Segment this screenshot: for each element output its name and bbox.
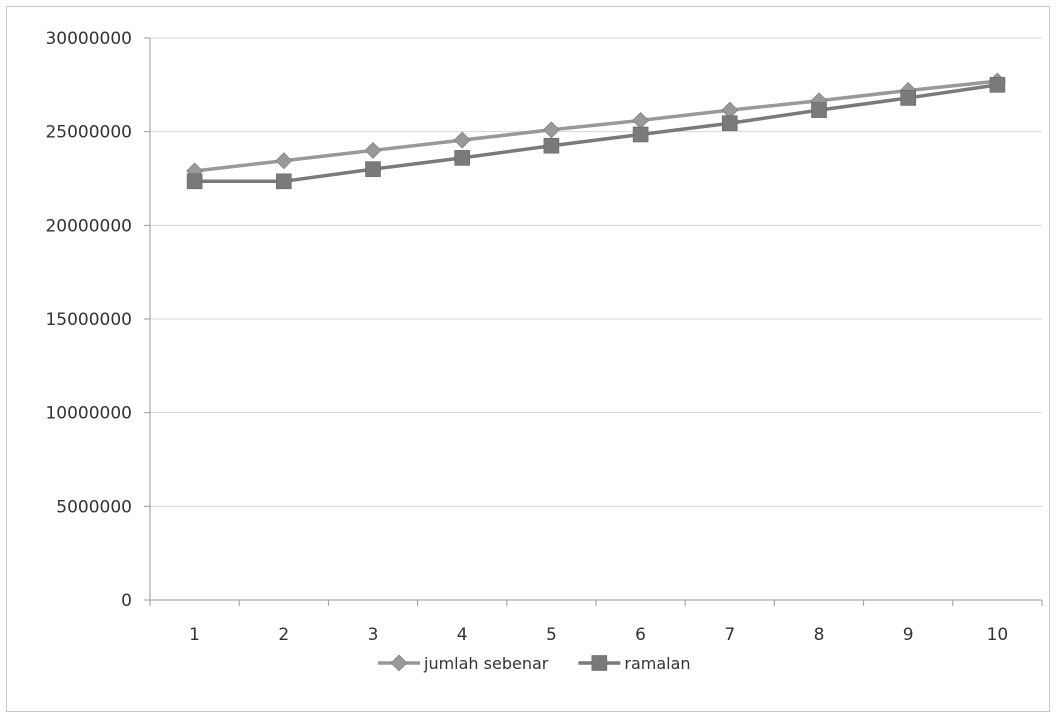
x-tick-label-6: 6 [635, 625, 646, 645]
y-tick-label-0: 0 [121, 591, 132, 611]
data-point-0-6 [632, 112, 650, 129]
legend-marker-1 [591, 655, 608, 671]
data-point-0-2 [275, 152, 293, 170]
y-tick-label-5000000: 5000000 [56, 497, 132, 517]
data-point-1-1 [186, 173, 203, 190]
y-tick-label-25000000: 25000000 [45, 123, 132, 143]
legend-label-0: jumlah sebenar [423, 654, 549, 673]
legend-item-0: jumlah sebenar [378, 654, 549, 673]
series-1 [186, 77, 1006, 190]
x-tick-label-8: 8 [814, 625, 825, 645]
data-point-1-5 [543, 137, 560, 154]
legend-item-1: ramalan [578, 654, 691, 673]
x-tick-label-2: 2 [278, 625, 289, 645]
y-tick-label-15000000: 15000000 [45, 310, 132, 330]
data-point-0-5 [542, 121, 560, 139]
x-tick-labels: 1 2 3 4 5 6 7 8 9 10 [189, 625, 1008, 645]
data-point-1-8 [811, 102, 827, 118]
x-tick-label-9: 9 [903, 625, 914, 645]
y-tick-labels: 0 5000000 10000000 15000000 20000000 25000000… [45, 29, 132, 611]
x-tick-label-3: 3 [368, 625, 379, 645]
x-tick-label-7: 7 [724, 625, 735, 645]
legend-label-1: ramalan [624, 654, 690, 673]
y-tick-label-10000000: 10000000 [45, 404, 132, 424]
x-tick-label-5: 5 [546, 625, 557, 645]
axes [144, 37, 1043, 606]
x-tick-label-10: 10 [987, 625, 1009, 645]
data-point-0-3 [364, 141, 382, 159]
data-point-1-6 [632, 126, 649, 143]
x-tick-label-4: 4 [457, 625, 468, 645]
series-0 [186, 72, 1006, 180]
data-point-1-7 [721, 115, 738, 132]
data-point-1-10 [989, 77, 1006, 93]
data-point-0-4 [453, 131, 471, 149]
gridlines [150, 37, 1042, 507]
y-tick-label-20000000: 20000000 [45, 216, 132, 236]
data-point-1-9 [900, 90, 917, 106]
series-line-0 [194, 79, 998, 173]
chart-frame [6, 6, 1050, 712]
y-tick-label-30000000: 30000000 [45, 29, 132, 49]
x-tick-label-1: 1 [189, 625, 200, 645]
legend-marker-0 [390, 654, 408, 672]
data-point-1-4 [454, 150, 471, 166]
series-lines [186, 72, 1006, 190]
legend: jumlah sebenar ramalan [378, 654, 691, 673]
data-point-1-2 [275, 173, 292, 190]
series-line-1 [194, 83, 998, 184]
data-point-1-3 [365, 161, 381, 177]
